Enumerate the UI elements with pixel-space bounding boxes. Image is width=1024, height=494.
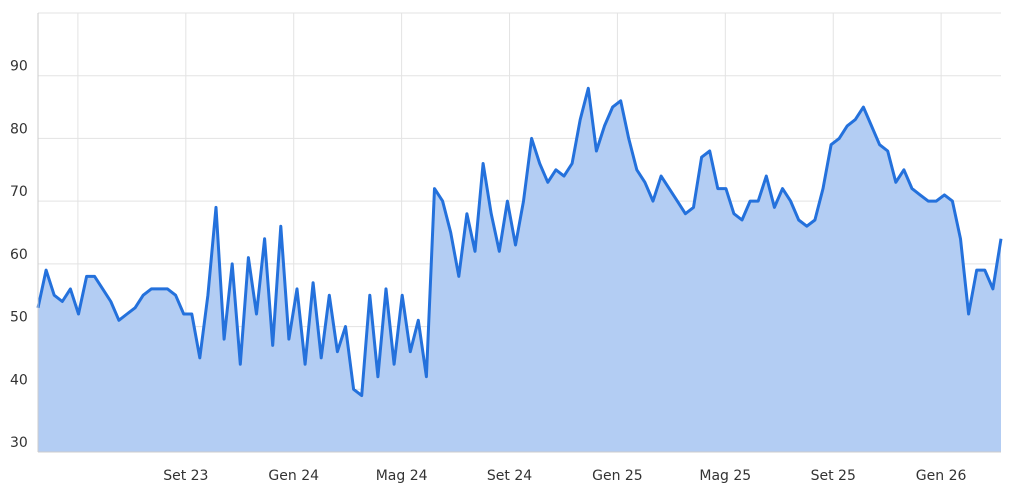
y-tick-label: 30 bbox=[10, 435, 28, 451]
x-tick-label: Set 25 bbox=[811, 468, 856, 484]
area bbox=[38, 88, 1001, 453]
x-tick-label: Mag 25 bbox=[699, 468, 751, 484]
line bbox=[36, 86, 1003, 398]
x-tick-label: Set 23 bbox=[163, 468, 208, 484]
x-tick-label: Gen 24 bbox=[268, 468, 319, 484]
x-tick-label: Gen 26 bbox=[916, 468, 967, 484]
y-tick-label: 60 bbox=[10, 247, 28, 263]
y-tick-label: 90 bbox=[10, 59, 28, 75]
x-tick-label: Mag 24 bbox=[376, 468, 428, 484]
x-tick-label: Set 24 bbox=[487, 468, 532, 484]
y-tick-label: 80 bbox=[10, 121, 28, 137]
y-tick-label: 50 bbox=[10, 310, 28, 326]
y-tick-label: 70 bbox=[10, 184, 28, 200]
x-tick-label: Gen 25 bbox=[592, 468, 643, 484]
y-tick-label: 40 bbox=[10, 372, 28, 388]
